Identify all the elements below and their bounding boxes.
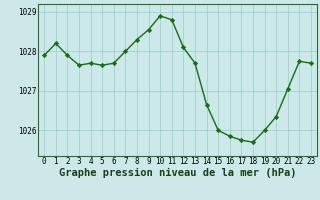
X-axis label: Graphe pression niveau de la mer (hPa): Graphe pression niveau de la mer (hPa) [59, 168, 296, 178]
